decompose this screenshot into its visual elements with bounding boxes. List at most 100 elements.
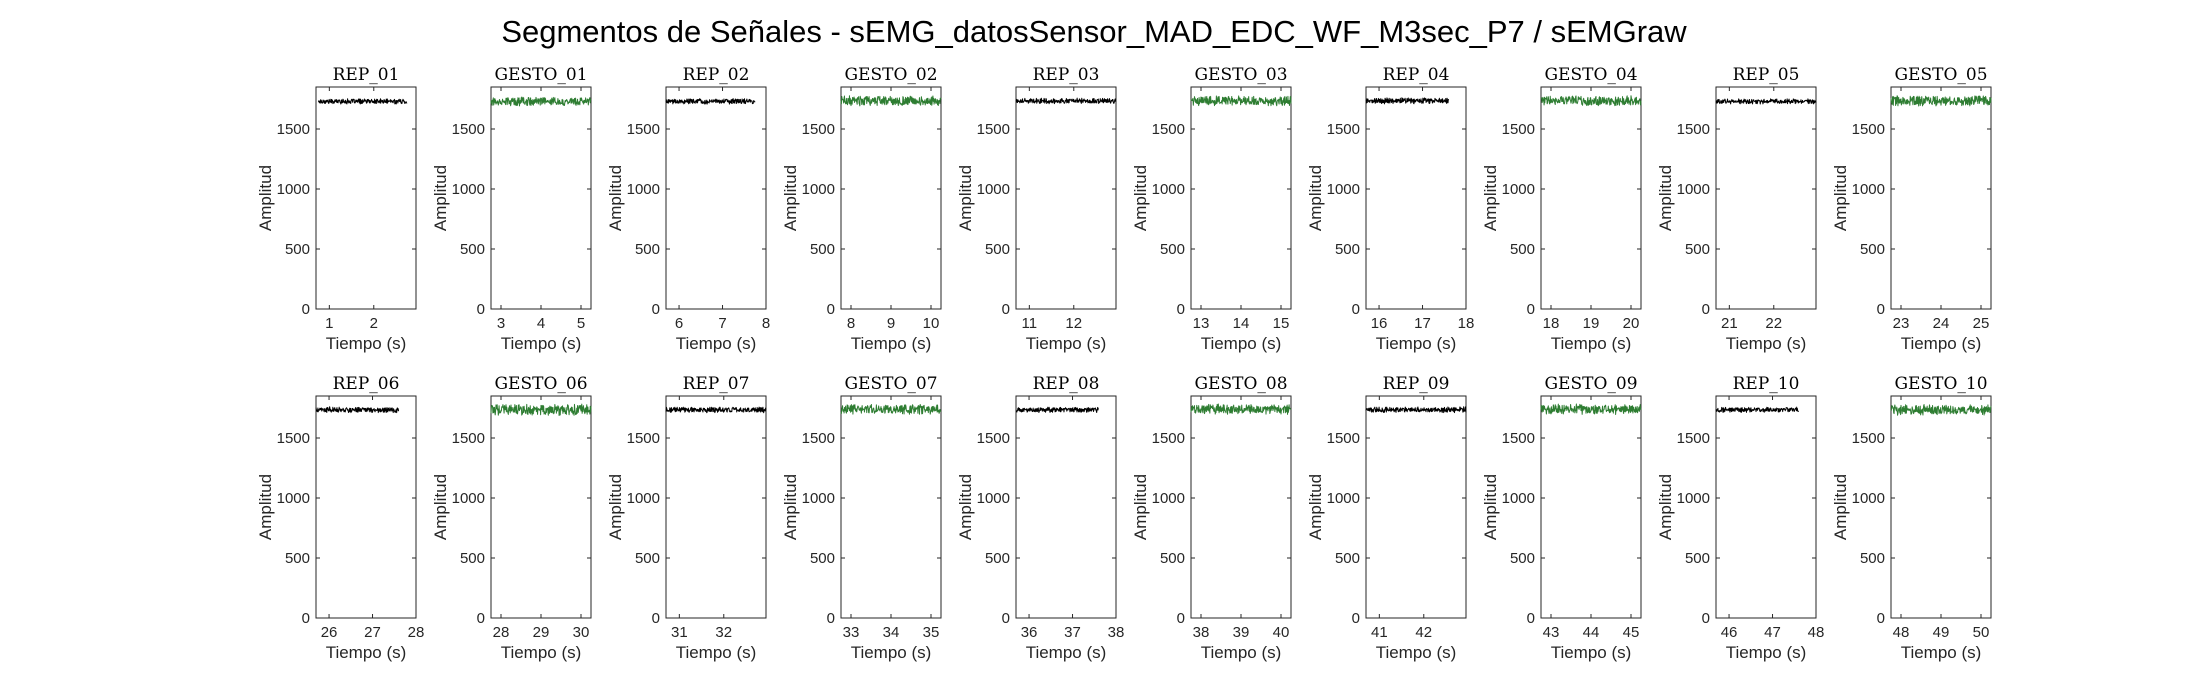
y-tick-label: 1500	[1852, 430, 1885, 447]
axes-frame	[665, 86, 767, 310]
signal-trace-rep-02	[665, 98, 756, 105]
y-tick-label: 500	[285, 241, 310, 258]
axes-frame	[1365, 86, 1467, 310]
y-tick-label: 500	[460, 241, 485, 258]
x-tick-label: 47	[1764, 624, 1781, 641]
axes-frame	[1190, 86, 1292, 310]
y-tick-label: 500	[285, 550, 310, 567]
subplot-title: REP_07	[683, 374, 750, 394]
x-tick-label: 44	[1583, 624, 1600, 641]
x-tick-label: 14	[1233, 315, 1250, 332]
x-tick-label: 28	[493, 624, 510, 641]
x-tick-label: 43	[1543, 624, 1560, 641]
y-axis-label: Amplitud	[781, 165, 800, 231]
y-axis-label: Amplitud	[1656, 474, 1675, 540]
x-axis-label: Tiempo (s)	[1726, 334, 1807, 353]
y-axis-label: Amplitud	[1831, 474, 1850, 540]
y-tick-label: 1500	[452, 121, 485, 138]
x-tick-label: 26	[321, 624, 338, 641]
y-tick-label: 1500	[1327, 121, 1360, 138]
subplot-title: REP_06	[333, 374, 400, 394]
y-axis-label: Amplitud	[956, 474, 975, 540]
axes-frame	[1890, 395, 1992, 619]
x-tick-label: 49	[1933, 624, 1950, 641]
y-tick-label: 0	[1877, 301, 1885, 318]
axes-frame	[840, 395, 942, 619]
y-tick-label: 1000	[977, 181, 1010, 198]
subplot-title: GESTO_06	[494, 374, 587, 394]
axes-frame	[840, 86, 942, 310]
y-tick-label: 1000	[627, 181, 660, 198]
x-tick-label: 37	[1064, 624, 1081, 641]
y-tick-label: 0	[302, 610, 310, 627]
x-tick-label: 9	[887, 315, 895, 332]
x-axis-label: Tiempo (s)	[1201, 334, 1282, 353]
axes-frame	[315, 86, 417, 310]
axes-frame	[1015, 86, 1117, 310]
y-tick-label: 500	[1160, 550, 1185, 567]
subplot-title: REP_04	[1383, 65, 1450, 85]
x-tick-label: 35	[923, 624, 940, 641]
signal-trace-rep-06	[315, 406, 400, 414]
y-axis-label: Amplitud	[256, 474, 275, 540]
signal-trace-gesto-08	[1190, 403, 1292, 415]
y-tick-label: 500	[1160, 241, 1185, 258]
y-tick-label: 0	[652, 301, 660, 318]
y-axis-label: Amplitud	[1481, 165, 1500, 231]
x-tick-label: 8	[847, 315, 855, 332]
signal-trace-gesto-04	[1540, 95, 1642, 107]
subplot-title: GESTO_02	[844, 65, 937, 85]
x-axis-label: Tiempo (s)	[501, 643, 582, 662]
y-tick-label: 500	[810, 241, 835, 258]
x-tick-label: 23	[1893, 315, 1910, 332]
x-axis-label: Tiempo (s)	[1376, 334, 1457, 353]
y-tick-label: 1000	[1327, 181, 1360, 198]
subplot-title: GESTO_09	[1544, 374, 1637, 394]
x-axis-label: Tiempo (s)	[501, 334, 582, 353]
axes-frame	[1190, 395, 1292, 619]
x-tick-label: 28	[408, 624, 425, 641]
x-tick-label: 46	[1721, 624, 1738, 641]
axes-frame	[490, 395, 592, 619]
signal-trace-rep-09	[1365, 406, 1467, 414]
x-tick-label: 33	[843, 624, 860, 641]
x-tick-label: 38	[1108, 624, 1125, 641]
subplot-title: REP_09	[1383, 374, 1450, 394]
x-axis-label: Tiempo (s)	[851, 643, 932, 662]
x-tick-label: 38	[1193, 624, 1210, 641]
y-tick-label: 500	[985, 241, 1010, 258]
y-tick-label: 1000	[802, 181, 835, 198]
signal-trace-gesto-02	[840, 95, 942, 107]
x-tick-label: 21	[1721, 315, 1738, 332]
y-tick-label: 0	[1352, 301, 1360, 318]
x-tick-label: 2	[370, 315, 378, 332]
x-tick-label: 13	[1193, 315, 1210, 332]
x-tick-label: 4	[537, 315, 545, 332]
x-tick-label: 27	[364, 624, 381, 641]
signal-trace-gesto-03	[1190, 95, 1292, 107]
signal-trace-rep-03	[1015, 97, 1117, 105]
x-tick-label: 19	[1583, 315, 1600, 332]
y-tick-label: 1500	[1502, 430, 1535, 447]
subplot-title: GESTO_04	[1544, 65, 1637, 85]
axes-frame	[1015, 395, 1117, 619]
signal-trace-gesto-10	[1890, 404, 1992, 416]
y-tick-label: 0	[302, 301, 310, 318]
y-axis-label: Amplitud	[1481, 474, 1500, 540]
y-tick-label: 500	[1335, 550, 1360, 567]
y-tick-label: 1000	[277, 181, 310, 198]
y-tick-label: 0	[1877, 610, 1885, 627]
y-axis-label: Amplitud	[606, 165, 625, 231]
subplot-title: GESTO_08	[1194, 374, 1287, 394]
x-tick-label: 1	[325, 315, 333, 332]
y-tick-label: 1500	[802, 430, 835, 447]
subplot-title: REP_10	[1733, 374, 1800, 394]
subplot-title: GESTO_07	[844, 374, 937, 394]
x-tick-label: 12	[1065, 315, 1082, 332]
signal-trace-gesto-09	[1540, 403, 1642, 415]
y-tick-label: 1000	[1502, 490, 1535, 507]
y-axis-label: Amplitud	[1306, 165, 1325, 231]
y-tick-label: 0	[1702, 610, 1710, 627]
subplot-gesto-02: 0 500 1000 1500 8 9 10 GESTO_02 Tiempo (s) Amplit…	[781, 65, 942, 353]
x-tick-label: 18	[1458, 315, 1475, 332]
